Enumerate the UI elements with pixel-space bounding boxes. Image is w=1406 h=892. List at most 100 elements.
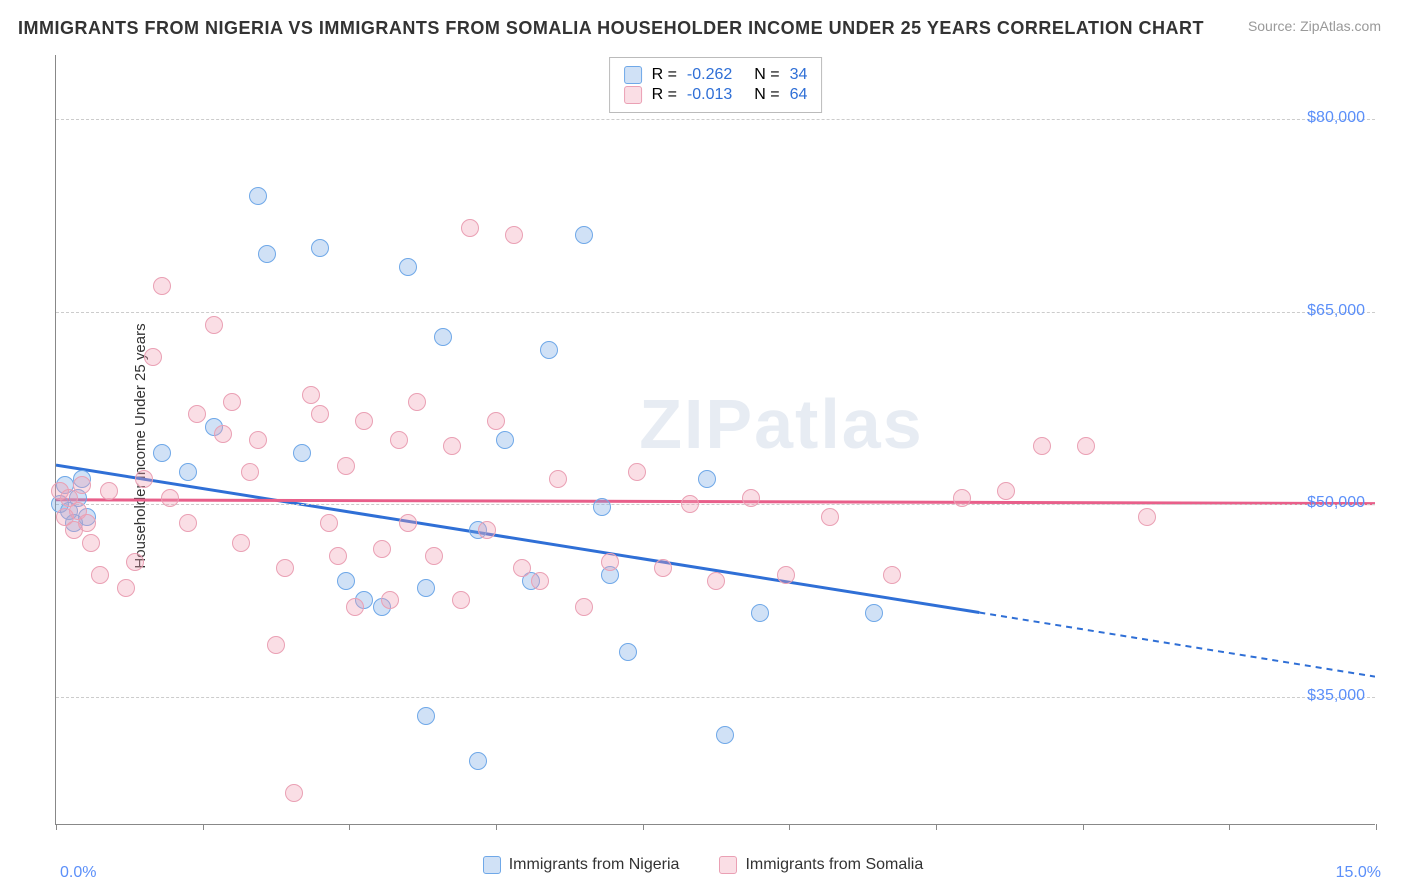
data-point: [153, 277, 171, 295]
data-point: [628, 463, 646, 481]
data-point: [135, 470, 153, 488]
y-tick-label: $50,000: [1307, 494, 1365, 512]
legend-swatch: [624, 86, 642, 104]
data-point: [953, 489, 971, 507]
stat-r-value: -0.262: [687, 66, 732, 84]
chart-container: IMMIGRANTS FROM NIGERIA VS IMMIGRANTS FR…: [0, 0, 1406, 892]
data-point: [381, 591, 399, 609]
gridline: [56, 312, 1375, 313]
data-point: [399, 258, 417, 276]
data-point: [78, 514, 96, 532]
legend-swatch: [719, 856, 737, 874]
data-point: [1138, 508, 1156, 526]
plot-area: ZIPatlas R = -0.262N = 34R = -0.013N = 6…: [55, 55, 1375, 825]
gridline: [56, 119, 1375, 120]
data-point: [337, 572, 355, 590]
x-tick: [56, 824, 57, 830]
data-point: [443, 437, 461, 455]
data-point: [82, 534, 100, 552]
data-point: [997, 482, 1015, 500]
stat-n-value: 64: [790, 86, 808, 104]
data-point: [707, 572, 725, 590]
x-tick: [203, 824, 204, 830]
y-tick-label: $35,000: [1307, 687, 1365, 705]
data-point: [355, 412, 373, 430]
data-point: [73, 476, 91, 494]
x-tick: [936, 824, 937, 830]
data-point: [408, 393, 426, 411]
data-point: [188, 405, 206, 423]
data-point: [513, 559, 531, 577]
data-point: [399, 514, 417, 532]
x-tick: [1376, 824, 1377, 830]
data-point: [249, 431, 267, 449]
data-point: [716, 726, 734, 744]
data-point: [126, 553, 144, 571]
stat-n-label: N =: [754, 86, 779, 104]
x-tick: [1229, 824, 1230, 830]
data-point: [883, 566, 901, 584]
legend-item: Immigrants from Nigeria: [483, 856, 680, 874]
data-point: [117, 579, 135, 597]
data-point: [681, 495, 699, 513]
data-point: [865, 604, 883, 622]
data-point: [302, 386, 320, 404]
data-point: [549, 470, 567, 488]
x-tick: [496, 824, 497, 830]
stat-r-label: R =: [652, 86, 677, 104]
data-point: [593, 498, 611, 516]
data-point: [434, 328, 452, 346]
gridline: [56, 697, 1375, 698]
data-point: [223, 393, 241, 411]
data-point: [619, 643, 637, 661]
data-point: [329, 547, 347, 565]
data-point: [417, 707, 435, 725]
data-point: [751, 604, 769, 622]
data-point: [285, 784, 303, 802]
stat-r-value: -0.013: [687, 86, 732, 104]
data-point: [91, 566, 109, 584]
data-point: [452, 591, 470, 609]
data-point: [144, 348, 162, 366]
data-point: [320, 514, 338, 532]
stat-n-label: N =: [754, 66, 779, 84]
data-point: [337, 457, 355, 475]
y-tick-label: $65,000: [1307, 302, 1365, 320]
stat-row: R = -0.262N = 34: [624, 66, 808, 84]
data-point: [153, 444, 171, 462]
data-point: [777, 566, 795, 584]
data-point: [601, 553, 619, 571]
data-point: [698, 470, 716, 488]
legend-item: Immigrants from Somalia: [719, 856, 923, 874]
data-point: [267, 636, 285, 654]
data-point: [214, 425, 232, 443]
data-point: [276, 559, 294, 577]
data-point: [469, 752, 487, 770]
data-point: [575, 226, 593, 244]
data-point: [742, 489, 760, 507]
data-point: [425, 547, 443, 565]
legend-swatch: [483, 856, 501, 874]
legend-swatch: [624, 66, 642, 84]
data-point: [179, 463, 197, 481]
data-point: [205, 316, 223, 334]
y-tick-label: $80,000: [1307, 109, 1365, 127]
data-point: [258, 245, 276, 263]
data-point: [654, 559, 672, 577]
data-point: [1033, 437, 1051, 455]
gridline: [56, 504, 1375, 505]
stat-r-label: R =: [652, 66, 677, 84]
data-point: [179, 514, 197, 532]
data-point: [232, 534, 250, 552]
stat-row: R = -0.013 N = 64: [624, 86, 808, 104]
data-point: [241, 463, 259, 481]
legend-bottom: Immigrants from Nigeria Immigrants from S…: [0, 856, 1406, 874]
data-point: [461, 219, 479, 237]
data-point: [487, 412, 505, 430]
chart-title: IMMIGRANTS FROM NIGERIA VS IMMIGRANTS FR…: [18, 18, 1204, 39]
x-tick: [349, 824, 350, 830]
data-point: [373, 540, 391, 558]
source-label: Source: ZipAtlas.com: [1248, 18, 1381, 34]
stats-legend-box: R = -0.262N = 34R = -0.013N = 64: [609, 57, 823, 113]
data-point: [346, 598, 364, 616]
